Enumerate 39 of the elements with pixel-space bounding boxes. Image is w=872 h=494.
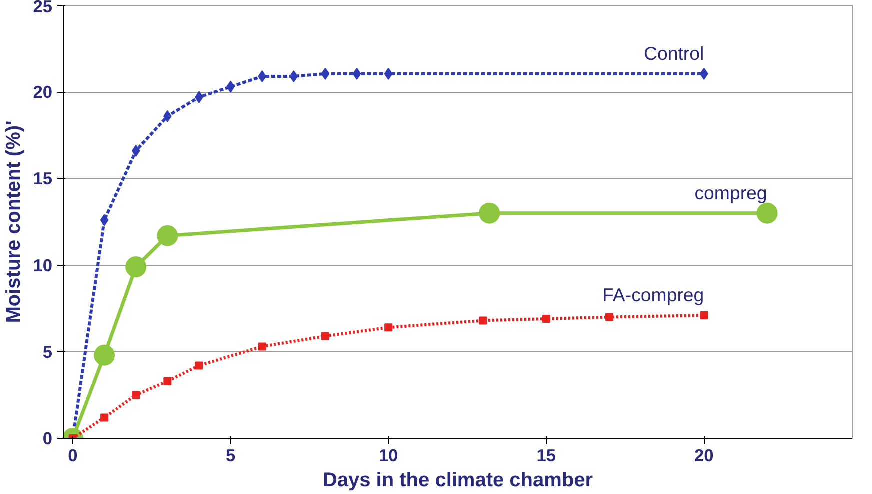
point xyxy=(126,256,147,278)
point xyxy=(605,313,614,322)
point xyxy=(290,70,298,83)
point xyxy=(479,202,500,224)
point xyxy=(479,316,488,325)
x-tick-label: 5 xyxy=(226,446,236,466)
point xyxy=(94,344,116,366)
y-tick-label: 5 xyxy=(42,342,53,362)
x-tick-label: 15 xyxy=(536,446,556,466)
series-label: compreg xyxy=(694,182,768,204)
point xyxy=(132,144,140,157)
x-tick-label: 20 xyxy=(694,446,714,466)
point xyxy=(542,314,550,323)
y-tick-label: 25 xyxy=(33,0,53,16)
point xyxy=(164,377,172,386)
y-tick-label: 15 xyxy=(33,168,53,189)
y-tick-label: 10 xyxy=(33,255,53,276)
point xyxy=(157,225,178,246)
point xyxy=(100,214,109,226)
point xyxy=(258,342,266,351)
y-axis-title: Moisture content (%)' xyxy=(3,120,26,324)
x-tick-label: 10 xyxy=(378,446,398,466)
point xyxy=(163,110,172,122)
point xyxy=(195,362,204,370)
x-tick-label: 0 xyxy=(68,446,78,466)
point xyxy=(700,312,708,320)
point xyxy=(100,414,109,422)
point xyxy=(321,68,330,80)
point xyxy=(756,202,778,224)
series-label: Control xyxy=(644,42,704,64)
x-axis-title: Days in the climate chamber xyxy=(322,470,594,492)
point xyxy=(132,391,140,400)
series-label: FA-compreg xyxy=(602,284,704,306)
point xyxy=(384,68,393,80)
point xyxy=(321,332,330,340)
point xyxy=(352,68,362,80)
y-tick-label: 0 xyxy=(42,428,53,448)
point xyxy=(384,324,393,332)
y-tick-label: 20 xyxy=(33,82,53,102)
